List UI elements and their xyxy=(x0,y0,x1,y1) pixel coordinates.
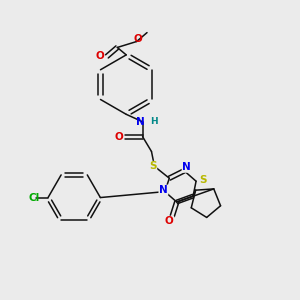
Text: O: O xyxy=(134,34,142,44)
Text: N: N xyxy=(182,162,191,172)
Text: S: S xyxy=(199,175,206,185)
Text: H: H xyxy=(150,117,158,126)
Text: N: N xyxy=(136,117,145,127)
Text: N: N xyxy=(159,185,168,195)
Text: Cl: Cl xyxy=(28,193,40,202)
Text: S: S xyxy=(149,161,157,171)
Text: O: O xyxy=(165,216,174,226)
Text: O: O xyxy=(114,132,123,142)
Text: O: O xyxy=(96,51,105,62)
